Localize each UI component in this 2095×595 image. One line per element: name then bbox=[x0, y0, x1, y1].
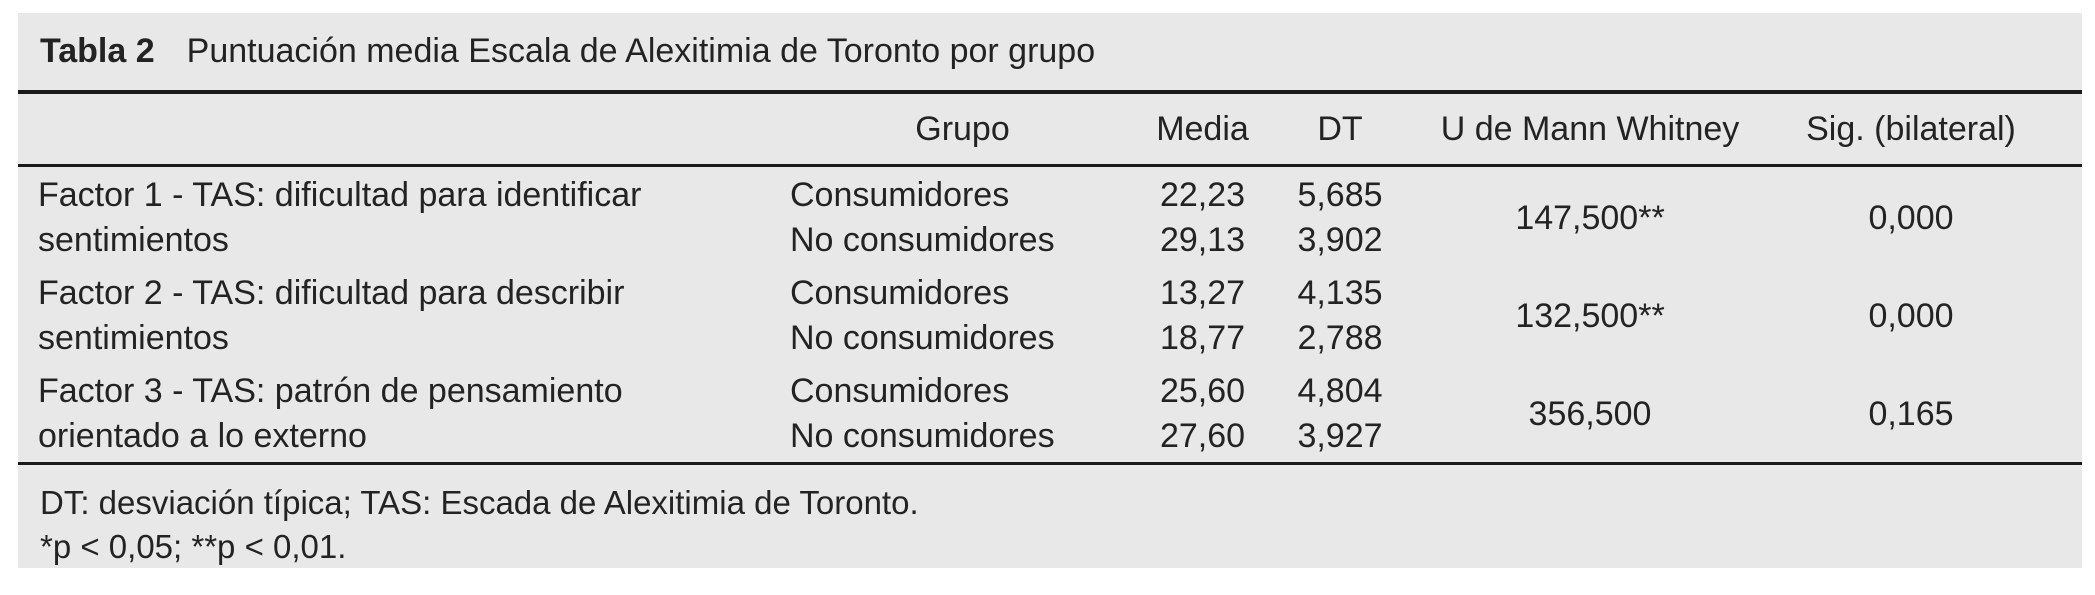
table-body: Factor 1 - TAS: dificultad para identifi… bbox=[38, 167, 2062, 462]
factor-2-u-value: 132,500** bbox=[1515, 296, 1665, 335]
factor-1-dt: 5,685 3,902 bbox=[1260, 173, 1420, 263]
media-value: 27,60 bbox=[1159, 417, 1246, 455]
group-no-consumidores: No consumidores bbox=[790, 221, 1055, 259]
dt-value: 3,927 bbox=[1297, 417, 1383, 455]
factor-1-groups: Consumidores No consumidores bbox=[780, 173, 1145, 263]
factor-2-sig-value: 0,000 bbox=[1868, 296, 1954, 335]
factor-1-label: Factor 1 - TAS: dificultad para identifi… bbox=[38, 173, 780, 263]
column-header-row: Grupo Media DT U de Mann Whitney Sig. (b… bbox=[38, 94, 2062, 164]
factor-3-groups: Consumidores No consumidores bbox=[780, 369, 1145, 459]
dt-value: 4,135 bbox=[1297, 274, 1383, 312]
factor-3-media: 25,60 27,60 bbox=[1145, 369, 1260, 459]
factor-3-sig-value: 0,165 bbox=[1868, 394, 1954, 433]
group-no-consumidores: No consumidores bbox=[790, 417, 1055, 455]
table-row-factor-1: Factor 1 - TAS: dificultad para identifi… bbox=[38, 169, 2062, 267]
header-grupo: Grupo bbox=[915, 109, 1010, 148]
table-title: Tabla 2 Puntuación media Escala de Alexi… bbox=[38, 13, 2062, 90]
factor-1-u-value: 147,500** bbox=[1515, 198, 1665, 237]
table-title-text: Puntuación media Escala de Alexitimia de… bbox=[186, 32, 1096, 70]
footnote-significance: *p < 0,05; **p < 0,01. bbox=[40, 528, 347, 565]
table-panel: Tabla 2 Puntuación media Escala de Alexi… bbox=[18, 13, 2082, 568]
rule-below-header bbox=[18, 164, 2082, 167]
dt-value: 3,902 bbox=[1297, 221, 1383, 259]
table-footnotes: DT: desviación típica; TAS: Escada de Al… bbox=[38, 465, 2062, 568]
factor-2-dt: 4,135 2,788 bbox=[1260, 271, 1420, 361]
group-no-consumidores: No consumidores bbox=[790, 319, 1055, 357]
header-sig-bilateral: Sig. (bilateral) bbox=[1806, 109, 2016, 148]
factor-1-label-line-1: Factor 1 - TAS: dificultad para identifi… bbox=[38, 176, 642, 214]
media-value: 13,27 bbox=[1159, 274, 1246, 312]
dt-value: 2,788 bbox=[1297, 319, 1383, 357]
dt-value: 4,804 bbox=[1297, 372, 1383, 410]
factor-3-label-line-2: orientado a lo externo bbox=[38, 417, 367, 455]
table-number-label: Tabla 2 bbox=[40, 32, 155, 70]
header-media: Media bbox=[1156, 109, 1249, 148]
factor-2-label-line-1: Factor 2 - TAS: dificultad para describi… bbox=[38, 274, 625, 312]
media-value: 29,13 bbox=[1159, 221, 1246, 259]
table-row-factor-2: Factor 2 - TAS: dificultad para describi… bbox=[38, 267, 2062, 365]
media-value: 18,77 bbox=[1159, 319, 1246, 357]
group-consumidores: Consumidores bbox=[790, 372, 1010, 410]
dt-value: 5,685 bbox=[1297, 176, 1383, 214]
factor-1-media: 22,23 29,13 bbox=[1145, 173, 1260, 263]
footnote-abbreviations: DT: desviación típica; TAS: Escada de Al… bbox=[40, 484, 919, 521]
factor-3-label-line-1: Factor 3 - TAS: patrón de pensamiento bbox=[38, 372, 623, 410]
header-dt: DT bbox=[1317, 109, 1363, 148]
media-value: 25,60 bbox=[1159, 372, 1246, 410]
factor-3-u-value: 356,500 bbox=[1528, 394, 1652, 433]
rule-below-body bbox=[18, 462, 2082, 465]
factor-3-dt: 4,804 3,927 bbox=[1260, 369, 1420, 459]
factor-2-label: Factor 2 - TAS: dificultad para describi… bbox=[38, 271, 780, 361]
factor-1-sig-value: 0,000 bbox=[1868, 198, 1954, 237]
media-value: 22,23 bbox=[1159, 176, 1246, 214]
factor-2-label-line-2: sentimientos bbox=[38, 319, 229, 357]
group-consumidores: Consumidores bbox=[790, 176, 1010, 214]
rule-below-title bbox=[18, 90, 2082, 94]
header-u-mann-whitney: U de Mann Whitney bbox=[1440, 109, 1740, 148]
group-consumidores: Consumidores bbox=[790, 274, 1010, 312]
factor-2-media: 13,27 18,77 bbox=[1145, 271, 1260, 361]
factor-1-label-line-2: sentimientos bbox=[38, 221, 229, 259]
table-row-factor-3: Factor 3 - TAS: patrón de pensamiento or… bbox=[38, 365, 2062, 463]
factor-3-label: Factor 3 - TAS: patrón de pensamiento or… bbox=[38, 369, 780, 459]
factor-2-groups: Consumidores No consumidores bbox=[780, 271, 1145, 361]
